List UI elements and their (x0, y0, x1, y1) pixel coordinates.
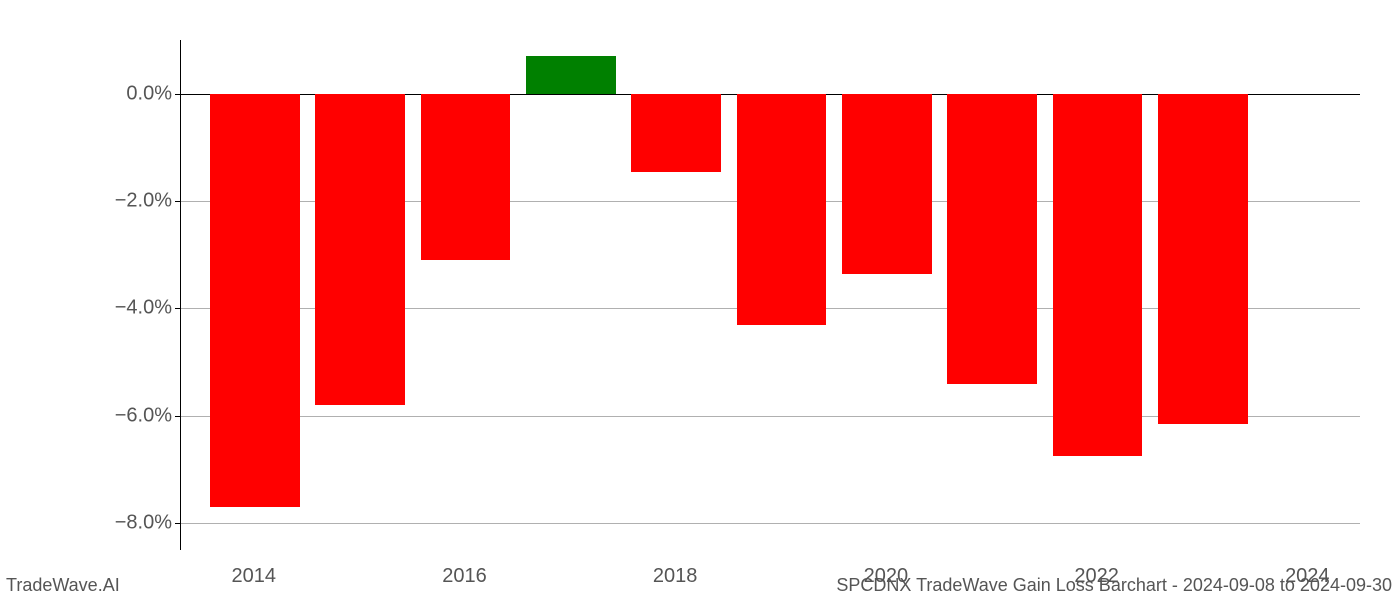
y-tick-mark (175, 416, 181, 417)
bar-2015 (315, 94, 405, 405)
y-tick-label: −6.0% (115, 404, 172, 427)
caption-right: SPCDNX TradeWave Gain Loss Barchart - 20… (836, 575, 1392, 596)
y-tick-label: −8.0% (115, 512, 172, 535)
y-tick-mark (175, 523, 181, 524)
y-tick-mark (175, 308, 181, 309)
chart-container (180, 40, 1360, 550)
x-tick-label: 2016 (442, 565, 487, 588)
plot-area (180, 40, 1360, 550)
bar-2020 (842, 94, 932, 274)
bar-2023 (1158, 94, 1248, 424)
x-tick-label: 2018 (653, 565, 698, 588)
watermark-left: TradeWave.AI (6, 575, 120, 596)
y-tick-mark (175, 201, 181, 202)
y-tick-label: −2.0% (115, 190, 172, 213)
y-tick-label: −4.0% (115, 297, 172, 320)
gridline (181, 523, 1360, 524)
bar-2016 (421, 94, 511, 260)
y-tick-mark (175, 94, 181, 95)
bar-2018 (631, 94, 721, 172)
bar-2021 (947, 94, 1037, 384)
bar-2022 (1053, 94, 1143, 456)
bar-2014 (210, 94, 300, 507)
y-tick-label: 0.0% (126, 82, 172, 105)
bar-2017 (526, 56, 616, 94)
x-tick-label: 2014 (232, 565, 277, 588)
bar-2019 (737, 94, 827, 325)
